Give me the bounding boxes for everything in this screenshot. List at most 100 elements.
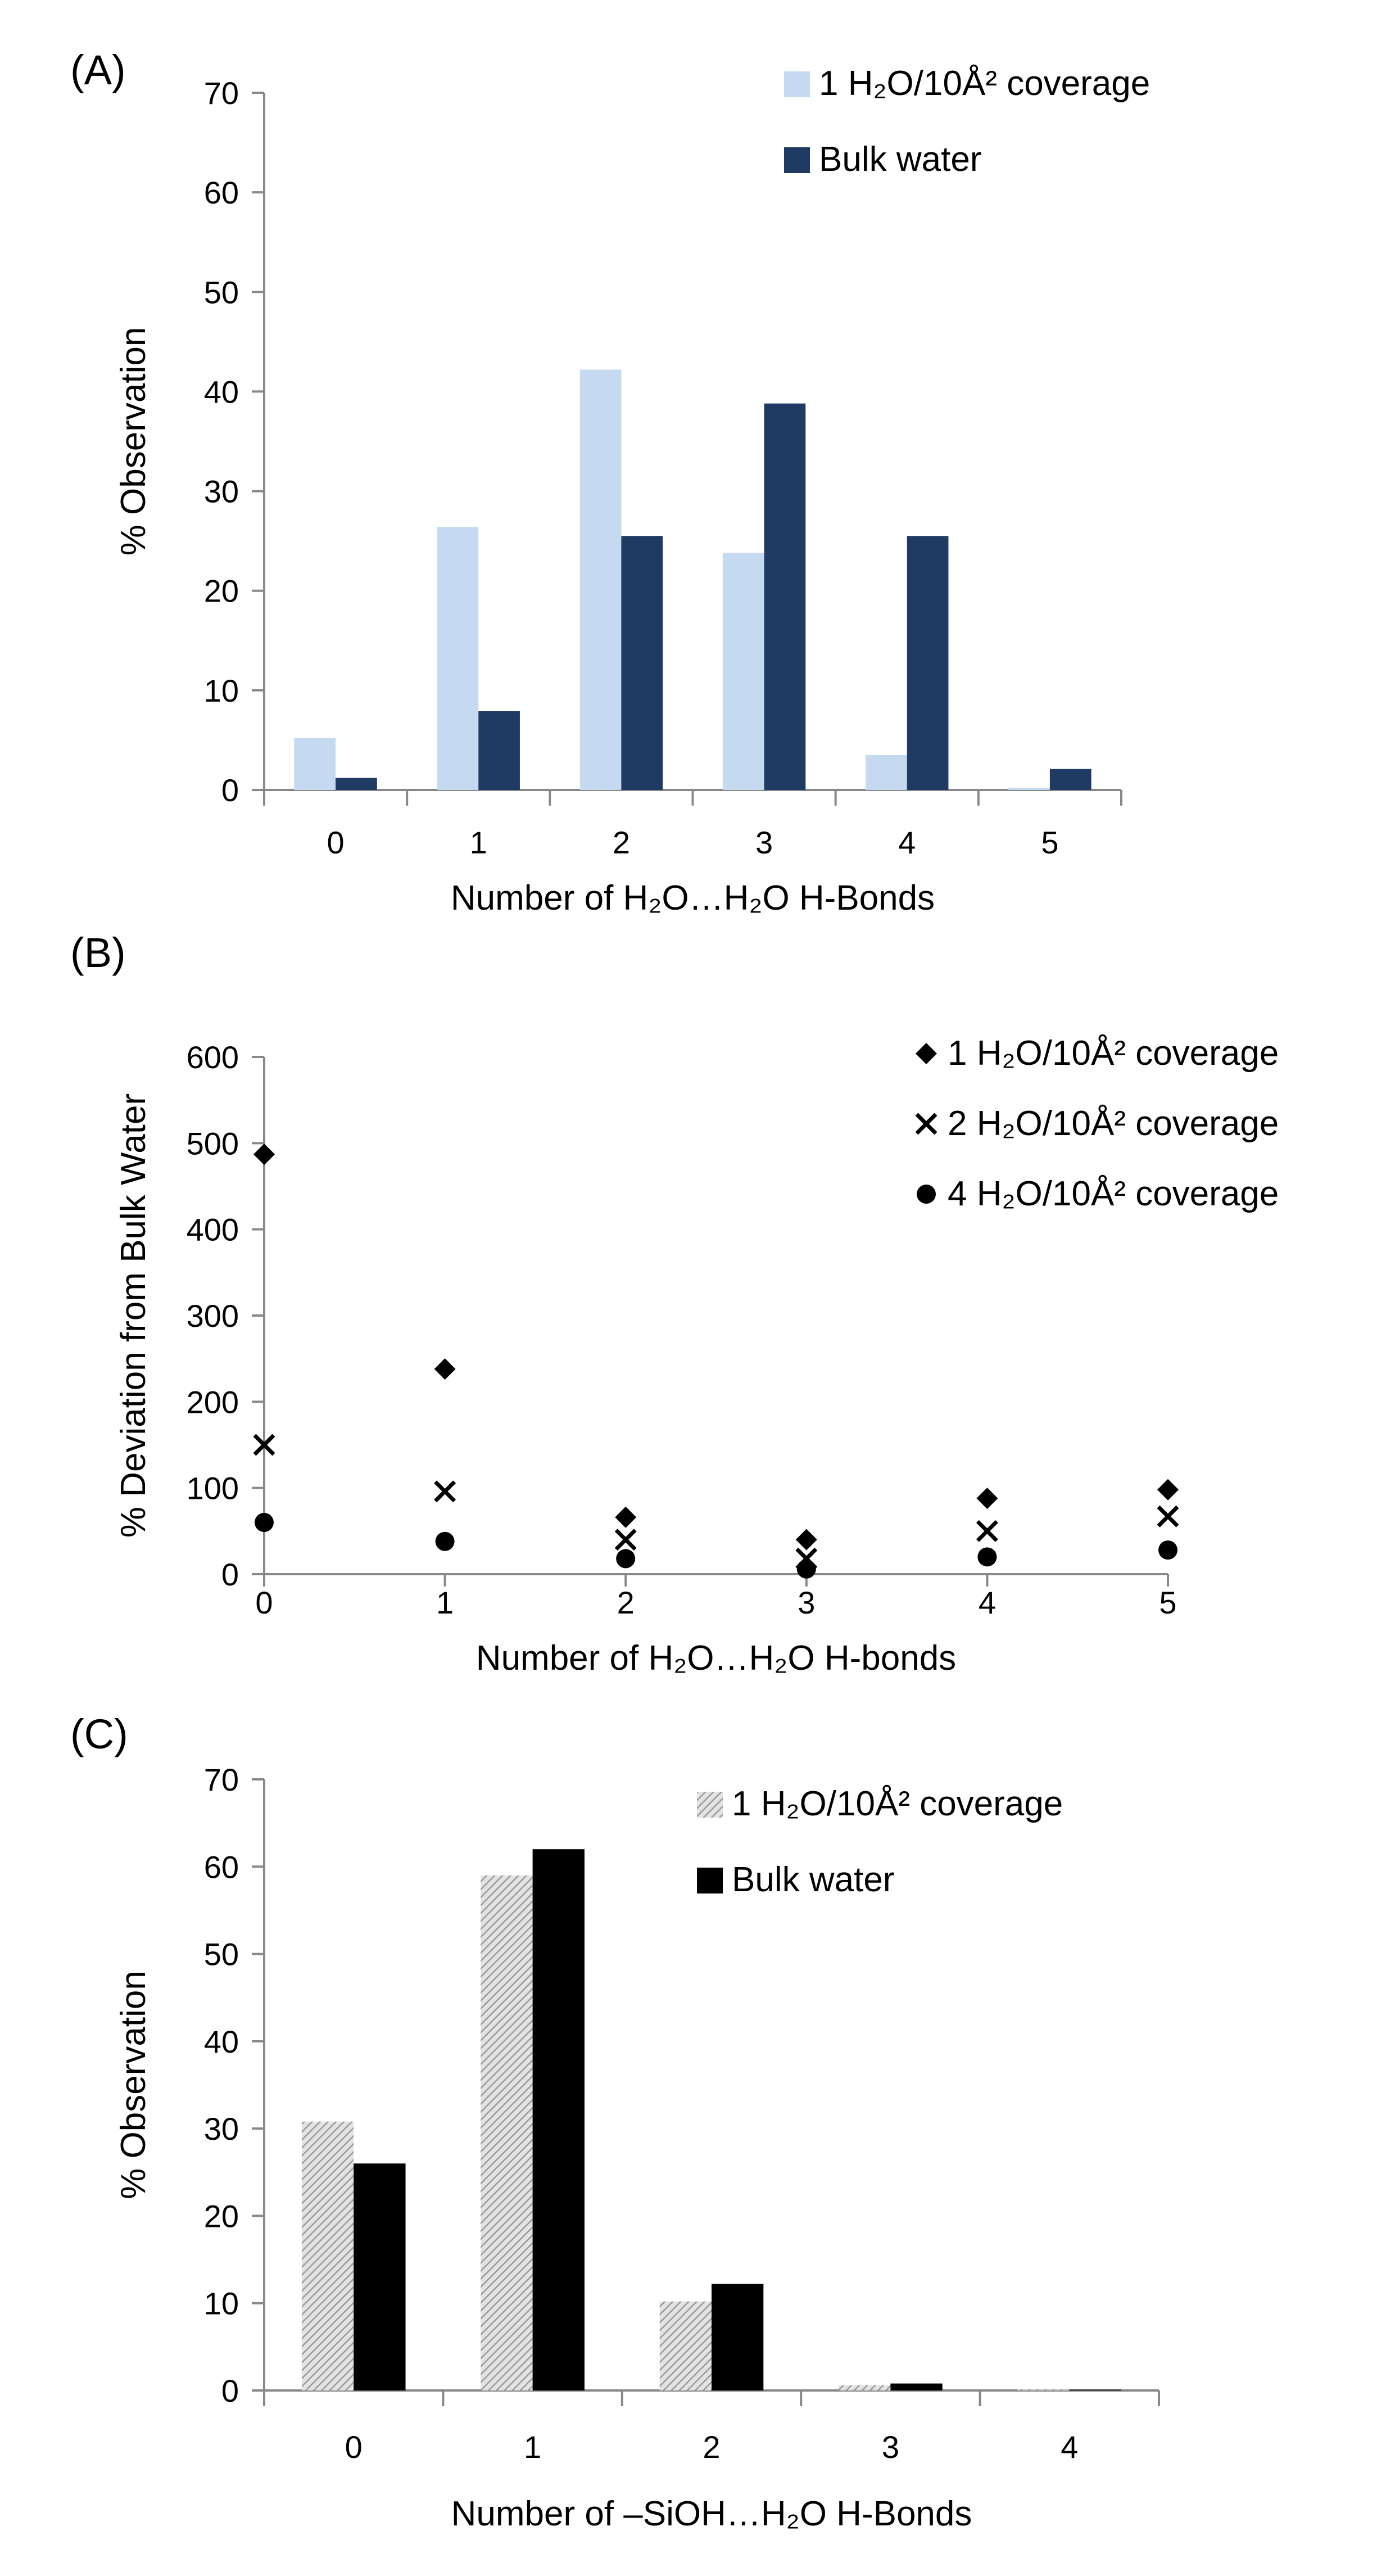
panel-label: (A) (70, 47, 126, 93)
y-tick-label: 70 (204, 75, 239, 111)
bar-series1 (722, 553, 764, 790)
panel-label: (C) (70, 1711, 128, 1757)
bar-series2 (712, 2284, 764, 2390)
bar-series2 (354, 2163, 406, 2390)
x-tick-label: 2 (617, 1585, 635, 1620)
y-tick-label: 50 (204, 1937, 239, 1972)
y-tick-label: 10 (204, 673, 239, 708)
point-series1 (253, 1144, 275, 1165)
x-axis-title: Number of –SiOH…H₂O H-Bonds (451, 2494, 972, 2533)
y-tick-label: 20 (204, 573, 239, 609)
x-tick-label: 1 (436, 1585, 454, 1620)
point-series3 (255, 1513, 274, 1532)
panel-label: (B) (70, 929, 126, 976)
y-tick-label: 30 (204, 2111, 239, 2146)
legend-label-1: 1 H₂O/10Å² coverage (732, 1784, 1063, 1823)
point-series2 (976, 1520, 998, 1542)
x-tick-label: 5 (1159, 1585, 1176, 1620)
y-tick-label: 60 (204, 1849, 239, 1884)
point-series1 (976, 1488, 998, 1510)
x-tick-label: 3 (882, 2429, 899, 2465)
point-series3 (435, 1531, 455, 1551)
legend-label-3: 4 H₂O/10Å² coverage (948, 1174, 1279, 1213)
point-series2 (614, 1529, 637, 1551)
point-series3 (977, 1547, 997, 1567)
y-tick-label: 600 (187, 1040, 239, 1075)
y-tick-label: 300 (187, 1298, 239, 1334)
bar-series1 (839, 2385, 891, 2390)
x-tick-label: 4 (979, 1585, 996, 1620)
y-tick-label: 30 (204, 474, 239, 509)
bar-series1 (481, 1875, 533, 2390)
y-tick-label: 400 (187, 1212, 239, 1248)
x-axis-title: Number of H₂O…H₂O H-bonds (476, 1639, 956, 1678)
legend-label-2: Bulk water (732, 1860, 894, 1899)
bar-series2 (478, 711, 520, 790)
bar-series2 (907, 536, 949, 790)
y-tick-label: 20 (204, 2198, 239, 2234)
bar-series2 (1049, 769, 1091, 790)
x-tick-label: 0 (255, 1585, 273, 1620)
chart-panel-c: (C) Number of –SiOH…H₂O H-Bonds 0 10 20 30 40 5… (70, 1711, 1160, 2533)
x-tick-label: 1 (470, 825, 487, 860)
point-series1 (1157, 1479, 1179, 1501)
y-axis-title: % Deviation from Bulk Water (114, 1093, 153, 1538)
y-tick-label: 40 (204, 2024, 239, 2059)
y-tick-label: 0 (221, 1557, 239, 1592)
legend-label-1: 1 H₂O/10Å² coverage (948, 1034, 1279, 1073)
point-series1 (434, 1358, 456, 1380)
legend-label-2: Bulk water (819, 140, 981, 179)
y-tick-label: 0 (221, 2373, 239, 2408)
legend-swatch-2 (784, 147, 810, 173)
bar-series2 (890, 2383, 943, 2390)
x-tick-label: 4 (898, 825, 916, 860)
point-series2 (253, 1434, 275, 1456)
bar-series2 (764, 403, 806, 790)
legend-marker-1 (916, 1043, 937, 1064)
point-series3 (1158, 1540, 1177, 1560)
x-tick-label: 4 (1061, 2429, 1078, 2465)
x-tick-label: 2 (613, 825, 630, 860)
legend-marker-3 (917, 1185, 936, 1204)
legend-label-1: 1 H₂O/10Å² coverage (819, 64, 1150, 103)
y-axis-title: % Observation (114, 1971, 153, 2199)
x-tick-label: 3 (755, 825, 773, 860)
bar-series1 (579, 369, 622, 790)
x-tick-label: 1 (524, 2429, 541, 2465)
bar-series2 (1069, 2389, 1122, 2390)
point-series2 (434, 1480, 456, 1503)
point-series1 (795, 1529, 817, 1551)
legend-swatch-1 (784, 71, 810, 97)
legend-swatch-2 (697, 1868, 723, 1893)
bar-series1 (1017, 2389, 1070, 2390)
x-tick-label: 5 (1041, 825, 1058, 860)
x-tick-label: 2 (703, 2429, 720, 2465)
bar-series1 (294, 738, 336, 790)
y-tick-label: 0 (221, 772, 239, 808)
chart-panel-b: (B)Number of H₂O…H₂O H-bonds010020030040… (70, 929, 1279, 1678)
y-tick-label: 60 (204, 175, 239, 210)
bar-series1 (659, 2301, 712, 2390)
point-series3 (616, 1549, 636, 1569)
legend-swatch-1 (697, 1792, 723, 1818)
bar-series1 (1008, 788, 1050, 790)
x-tick-label: 3 (798, 1585, 815, 1620)
y-tick-label: 40 (204, 374, 239, 409)
y-tick-label: 100 (187, 1471, 239, 1506)
x-tick-label: 0 (327, 825, 345, 860)
bar-series2 (532, 1849, 585, 2390)
chart-panel-a: (A)Number of H₂O…H₂O H-Bonds010203040506… (70, 47, 1150, 918)
y-tick-label: 200 (187, 1384, 239, 1420)
y-tick-label: 10 (204, 2286, 239, 2321)
bar-series1 (437, 527, 479, 790)
legend-label-2: 2 H₂O/10Å² coverage (948, 1104, 1279, 1143)
y-tick-label: 70 (204, 1762, 239, 1797)
point-series2 (1157, 1505, 1179, 1527)
y-axis-title: % Observation (114, 327, 153, 556)
point-series3 (796, 1559, 816, 1579)
y-tick-label: 50 (204, 274, 239, 310)
bar-series1 (866, 755, 907, 790)
bar-series1 (301, 2121, 354, 2390)
bar-series2 (336, 778, 377, 790)
